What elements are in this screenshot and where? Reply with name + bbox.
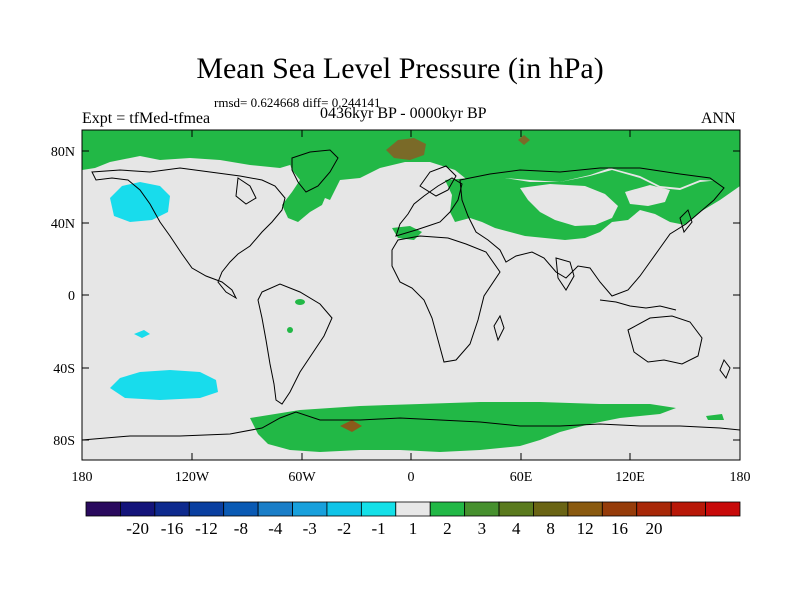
map-panel: 80N 40N 0 40S 80S 180 120W 60W 0 60E 120… — [51, 129, 751, 485]
colorbar-swatch — [429, 501, 466, 517]
colorbar-swatch — [188, 501, 225, 517]
lon-label: 180 — [72, 470, 93, 485]
colorbar-swatch — [636, 501, 672, 517]
colorbar-label: 1 — [409, 519, 418, 538]
equatorial-positive-spot — [295, 299, 305, 305]
arctic-brown-patch-2 — [518, 135, 530, 145]
colorbar-label: -2 — [337, 519, 351, 538]
africa-coast — [391, 235, 501, 363]
experiment-label: Expt = tfMed-tfmea — [82, 110, 211, 127]
colorbar-label: 20 — [645, 519, 662, 538]
colorbar-swatch — [464, 501, 500, 517]
colorbar-swatch — [498, 501, 534, 517]
latitude-ticks — [82, 150, 740, 441]
lat-label: 80N — [51, 145, 75, 160]
scandinavia-coast — [419, 165, 457, 197]
lon-label: 120E — [615, 470, 645, 485]
colorbar-swatch — [223, 501, 259, 517]
colorbar-label: 2 — [443, 519, 452, 538]
longitude-ticks — [191, 130, 631, 460]
lat-label: 40S — [53, 362, 75, 377]
south-america-coast — [257, 283, 333, 405]
colorbar-label: -12 — [195, 519, 218, 538]
india-coast — [555, 257, 575, 291]
indonesia-coast — [599, 299, 677, 311]
longitude-labels: 180 120W 60W 0 60E 120E 180 — [72, 470, 751, 485]
antarctica-coast — [82, 411, 740, 441]
australia-coast — [627, 315, 703, 365]
south-pacific-small-negative — [134, 330, 150, 338]
arctic-brown-patch — [386, 138, 426, 160]
north-atlantic-positive-region — [282, 155, 330, 222]
anomaly-fields — [82, 130, 740, 452]
colorbar-swatch — [601, 501, 638, 517]
colorbar-swatch — [670, 501, 706, 517]
europe-coast — [395, 177, 463, 237]
colorbar-label: -1 — [371, 519, 385, 538]
lon-label: 120W — [175, 470, 210, 485]
greenland-coast — [291, 149, 339, 193]
colorbar-swatch — [120, 501, 156, 517]
east-asia-neutral-region — [625, 185, 670, 206]
colorbar-swatch — [154, 501, 190, 517]
colorbar-swatch — [567, 501, 603, 517]
colorbar-labels: -20 -16 -12 -8 -4 -3 -2 -1 1 2 3 4 8 12 16 20 — [126, 519, 662, 538]
antarctic-east-positive-region — [706, 414, 724, 420]
colorbar-label: 4 — [512, 519, 521, 538]
new-zealand-coast — [719, 358, 731, 380]
colorbar-label: -3 — [303, 519, 317, 538]
antarctic-positive-region — [250, 402, 676, 452]
colorbar-label: -20 — [126, 519, 149, 538]
lat-label: 0 — [68, 289, 75, 304]
madagascar-coast — [493, 314, 505, 342]
siberia-neutral-region — [520, 184, 618, 226]
lon-label: 0 — [408, 470, 415, 485]
season-label: ANN — [701, 110, 736, 127]
colorbar-swatch — [292, 501, 328, 517]
colorbar-label: -8 — [234, 519, 248, 538]
north-america-coast — [91, 167, 286, 300]
colorbar-swatch — [257, 501, 293, 517]
colorbar-swatch — [360, 501, 397, 517]
stats-line: rmsd= 0.624668 diff= 0.244141 — [214, 95, 381, 110]
amazon-positive-spot — [287, 327, 293, 333]
colorbar-label: 16 — [611, 519, 628, 538]
south-pacific-negative-region — [110, 370, 218, 400]
colorbar-swatch — [85, 501, 121, 517]
colorbar-swatch — [705, 501, 741, 517]
arctic-positive-region — [82, 130, 740, 200]
latitude-labels: 80N 40N 0 40S 80S — [51, 145, 75, 449]
hudson-bay-coast — [235, 177, 257, 205]
asia-coast — [459, 167, 725, 297]
colorbar-swatch — [326, 501, 362, 517]
chart-title: Mean Sea Level Pressure (in hPa) — [196, 52, 604, 85]
colorbar-swatch — [533, 501, 569, 517]
colorbar-label: 3 — [478, 519, 487, 538]
colorbar — [85, 501, 741, 517]
colorbar-label: -16 — [161, 519, 184, 538]
antarctic-brown-patch — [340, 420, 362, 432]
colorbar-label: -4 — [268, 519, 283, 538]
colorbar-label: 8 — [546, 519, 555, 538]
colorbar-swatch — [395, 501, 431, 517]
lat-label: 80S — [53, 434, 75, 449]
japan-coast — [679, 209, 693, 234]
colorbar-label: 12 — [577, 519, 594, 538]
period-label: 0436kyr BP - 0000kyr BP — [320, 105, 487, 122]
lon-label: 180 — [730, 470, 751, 485]
lat-label: 40N — [51, 217, 75, 232]
coastlines — [82, 149, 740, 441]
lon-label: 60W — [288, 470, 316, 485]
lon-label: 60E — [510, 470, 533, 485]
